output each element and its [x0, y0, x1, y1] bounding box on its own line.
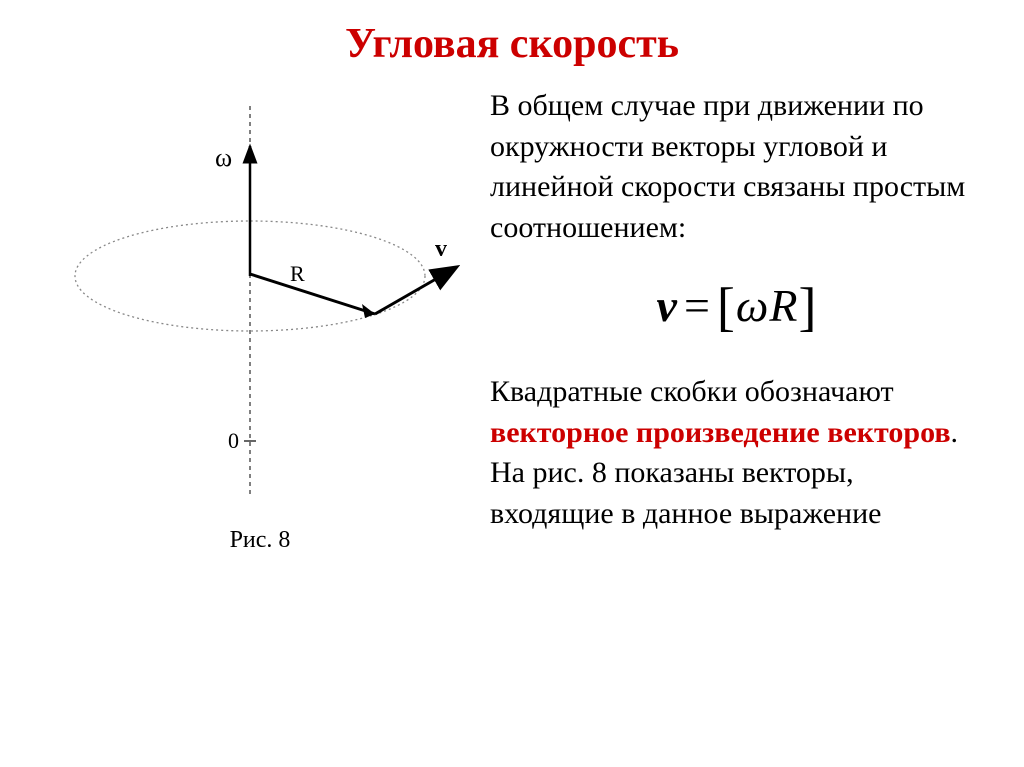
origin-label: 0	[228, 428, 239, 453]
radius-arrowhead	[362, 304, 375, 318]
paragraph-1: В общем случае при движении по окружност…	[490, 86, 984, 248]
formula-R: R	[769, 280, 798, 331]
page-title: Угловая скорость	[40, 20, 984, 68]
velocity-label: v	[435, 236, 447, 262]
formula-v: v	[657, 280, 678, 331]
para2-lead: Квадратные скобки обозначают	[490, 375, 894, 408]
figure-caption: Рис. 8	[40, 527, 480, 554]
angular-velocity-diagram: ω R v 0	[40, 96, 460, 516]
figure-panel: ω R v 0 Рис. 8	[40, 86, 480, 558]
formula-lbracket: [	[717, 277, 736, 337]
formula-omega: ω	[736, 280, 769, 331]
velocity-vector	[375, 268, 455, 314]
radius-vector	[250, 274, 375, 314]
radius-label: R	[290, 261, 305, 286]
formula-eq: =	[684, 280, 711, 331]
para2-emph: векторное произведение векторов	[490, 416, 951, 449]
paragraph-2: Квадратные скобки обозначают векторное п…	[490, 372, 984, 534]
formula-rbracket: ]	[798, 277, 817, 337]
omega-label: ω	[215, 143, 232, 172]
formula: v=[ωR]	[490, 276, 984, 338]
